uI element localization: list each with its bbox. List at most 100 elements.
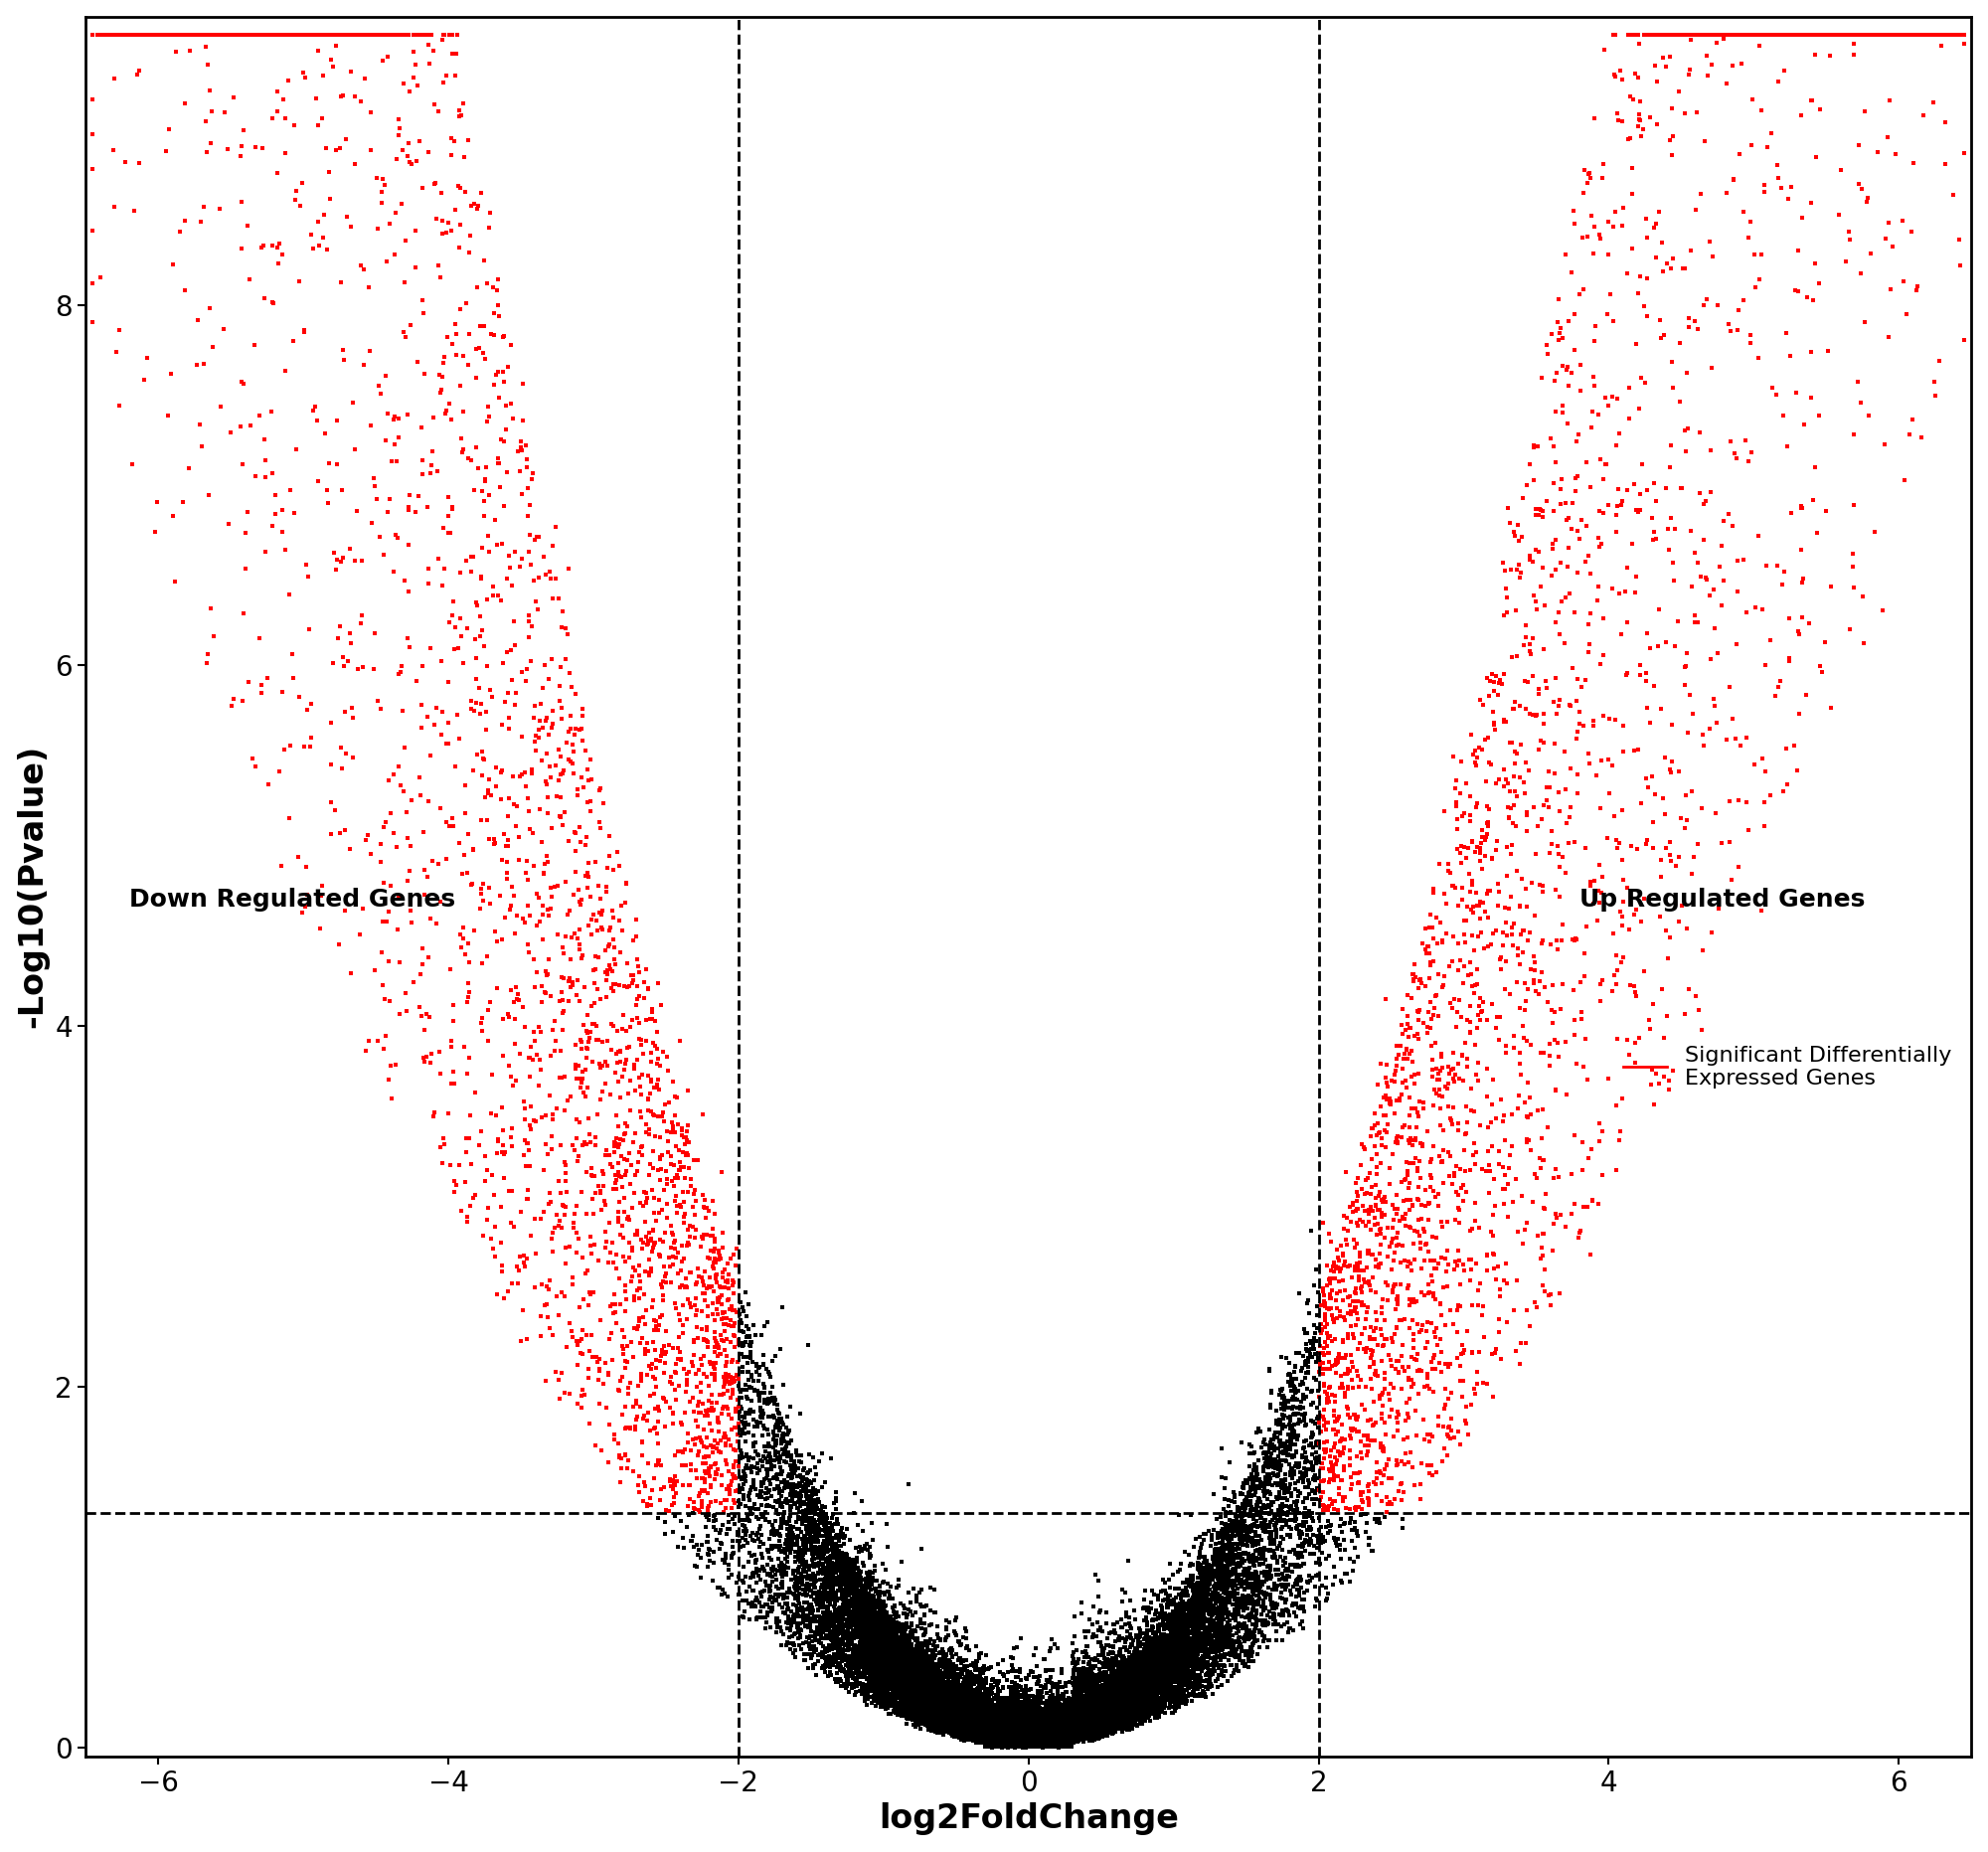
Point [1123, 1661, 1155, 1691]
Point [1119, 1633, 1151, 1663]
Point [1302, 1524, 1334, 1554]
Point [1145, 1633, 1177, 1663]
Point [1223, 1530, 1254, 1559]
Point [1181, 1604, 1213, 1633]
Point [986, 1717, 1018, 1746]
Point [1324, 1372, 1356, 1402]
Point [968, 1717, 1000, 1746]
Point [1505, 557, 1537, 587]
Point [1290, 1498, 1322, 1528]
Point [968, 1724, 1000, 1754]
Point [1091, 1700, 1123, 1730]
Point [1074, 1717, 1105, 1746]
Point [960, 1713, 992, 1743]
Point [1044, 1683, 1076, 1713]
Point [747, 1372, 779, 1402]
Point [1268, 1506, 1300, 1535]
Point [1050, 1713, 1081, 1743]
Point [1342, 1185, 1374, 1215]
Point [873, 1630, 905, 1659]
Point [875, 1637, 907, 1667]
Point [1344, 1150, 1376, 1180]
Point [1032, 1715, 1064, 1745]
Point [1221, 1613, 1252, 1643]
Point [1179, 1587, 1211, 1617]
Point [1781, 378, 1813, 407]
Point [845, 1576, 877, 1606]
Point [1244, 1493, 1276, 1522]
Point [1044, 1672, 1076, 1702]
Point [1127, 1658, 1159, 1687]
Point [865, 1619, 897, 1648]
Point [545, 1213, 577, 1243]
Point [895, 1676, 926, 1706]
Point [857, 1583, 889, 1613]
Point [1463, 733, 1495, 763]
Point [1517, 1187, 1549, 1217]
Point [746, 1445, 777, 1474]
Point [596, 856, 628, 885]
Point [763, 1417, 795, 1446]
Point [358, 20, 390, 50]
Point [988, 1685, 1020, 1715]
Point [1107, 1706, 1139, 1735]
Point [775, 1476, 807, 1506]
Point [1308, 1411, 1340, 1441]
Point [1219, 1558, 1250, 1587]
Point [1032, 1717, 1064, 1746]
Point [825, 1570, 857, 1600]
Point [1207, 1574, 1239, 1604]
Point [1028, 1728, 1060, 1758]
Point [1004, 1726, 1036, 1756]
Point [746, 1446, 777, 1476]
Point [1473, 795, 1505, 824]
Point [1002, 1722, 1034, 1752]
Point [1028, 1715, 1060, 1745]
Point [996, 1721, 1028, 1750]
Point [859, 1630, 891, 1659]
Point [197, 20, 229, 50]
Point [461, 644, 493, 674]
Point [1032, 1724, 1064, 1754]
Point [994, 1691, 1026, 1721]
Point [1167, 1667, 1199, 1696]
Point [1054, 1726, 1085, 1756]
Point [1062, 1717, 1093, 1746]
Point [1280, 1378, 1312, 1408]
Point [918, 1683, 950, 1713]
Point [998, 1713, 1030, 1743]
Point [970, 1728, 1002, 1758]
Point [998, 1732, 1030, 1761]
Point [1372, 1380, 1404, 1409]
Point [1064, 1715, 1095, 1745]
Point [1197, 1565, 1229, 1595]
Point [1101, 1713, 1133, 1743]
Point [1187, 1630, 1219, 1659]
Point [1077, 1715, 1109, 1745]
Point [944, 1706, 976, 1735]
Point [881, 1637, 912, 1667]
Point [968, 1698, 1000, 1728]
Point [960, 1691, 992, 1721]
Point [1036, 1693, 1068, 1722]
Point [994, 1693, 1026, 1722]
Point [1113, 1661, 1145, 1691]
Point [1076, 1696, 1107, 1726]
Point [916, 1658, 948, 1687]
Point [1040, 1717, 1072, 1746]
Point [1052, 1732, 1083, 1761]
Point [346, 546, 378, 576]
Point [869, 1678, 901, 1708]
Point [942, 1680, 974, 1709]
Point [1519, 1159, 1551, 1189]
Point [1072, 1711, 1103, 1741]
Point [1072, 1682, 1103, 1711]
Point [742, 1480, 773, 1509]
Point [960, 1713, 992, 1743]
Point [1115, 1709, 1147, 1739]
Point [853, 1622, 885, 1652]
Point [728, 1480, 759, 1509]
Point [1197, 1611, 1229, 1641]
Point [887, 1667, 918, 1696]
Point [797, 1593, 829, 1622]
